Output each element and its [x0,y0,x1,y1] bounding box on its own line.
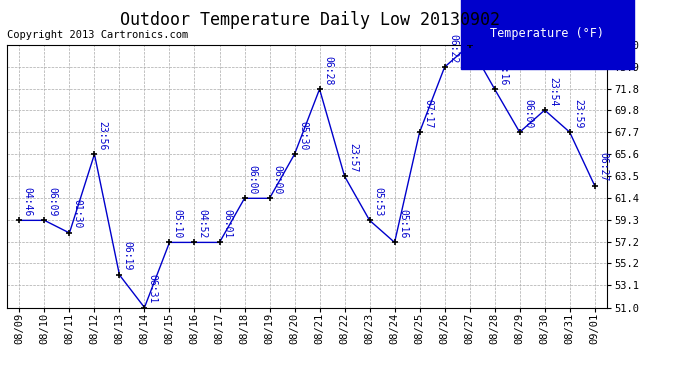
Text: 07:16: 07:16 [498,56,508,85]
Text: 07:17: 07:17 [423,99,433,128]
Text: 06:28: 06:28 [323,56,333,85]
Text: Temperature (°F): Temperature (°F) [490,27,604,40]
Text: 05:53: 05:53 [373,187,383,216]
Text: 06:00: 06:00 [273,165,283,194]
Text: 06:00: 06:00 [248,165,258,194]
Text: Outdoor Temperature Daily Low 20130902: Outdoor Temperature Daily Low 20130902 [121,11,500,29]
Text: 06:00: 06:00 [523,99,533,128]
Text: 06:31: 06:31 [148,274,158,303]
Text: 04:52: 04:52 [198,209,208,238]
Text: 05:16: 05:16 [398,209,408,238]
Text: 05:30: 05:30 [298,121,308,150]
Text: 06:22: 06:22 [448,33,458,63]
Text: 05:10: 05:10 [172,209,183,238]
Text: 04:46: 04:46 [23,187,32,216]
Text: 23:59: 23:59 [573,99,583,128]
Text: 06:58: 06:58 [473,12,483,41]
Text: 23:57: 23:57 [348,143,358,172]
Text: Copyright 2013 Cartronics.com: Copyright 2013 Cartronics.com [7,30,188,40]
Text: 23:56: 23:56 [98,121,108,150]
Text: 06:19: 06:19 [123,242,132,271]
Text: 06:09: 06:09 [48,187,58,216]
Text: 06:01: 06:01 [223,209,233,238]
Text: 01:30: 01:30 [72,200,83,229]
Text: 06:27: 06:27 [598,152,608,182]
Text: 23:54: 23:54 [548,76,558,106]
